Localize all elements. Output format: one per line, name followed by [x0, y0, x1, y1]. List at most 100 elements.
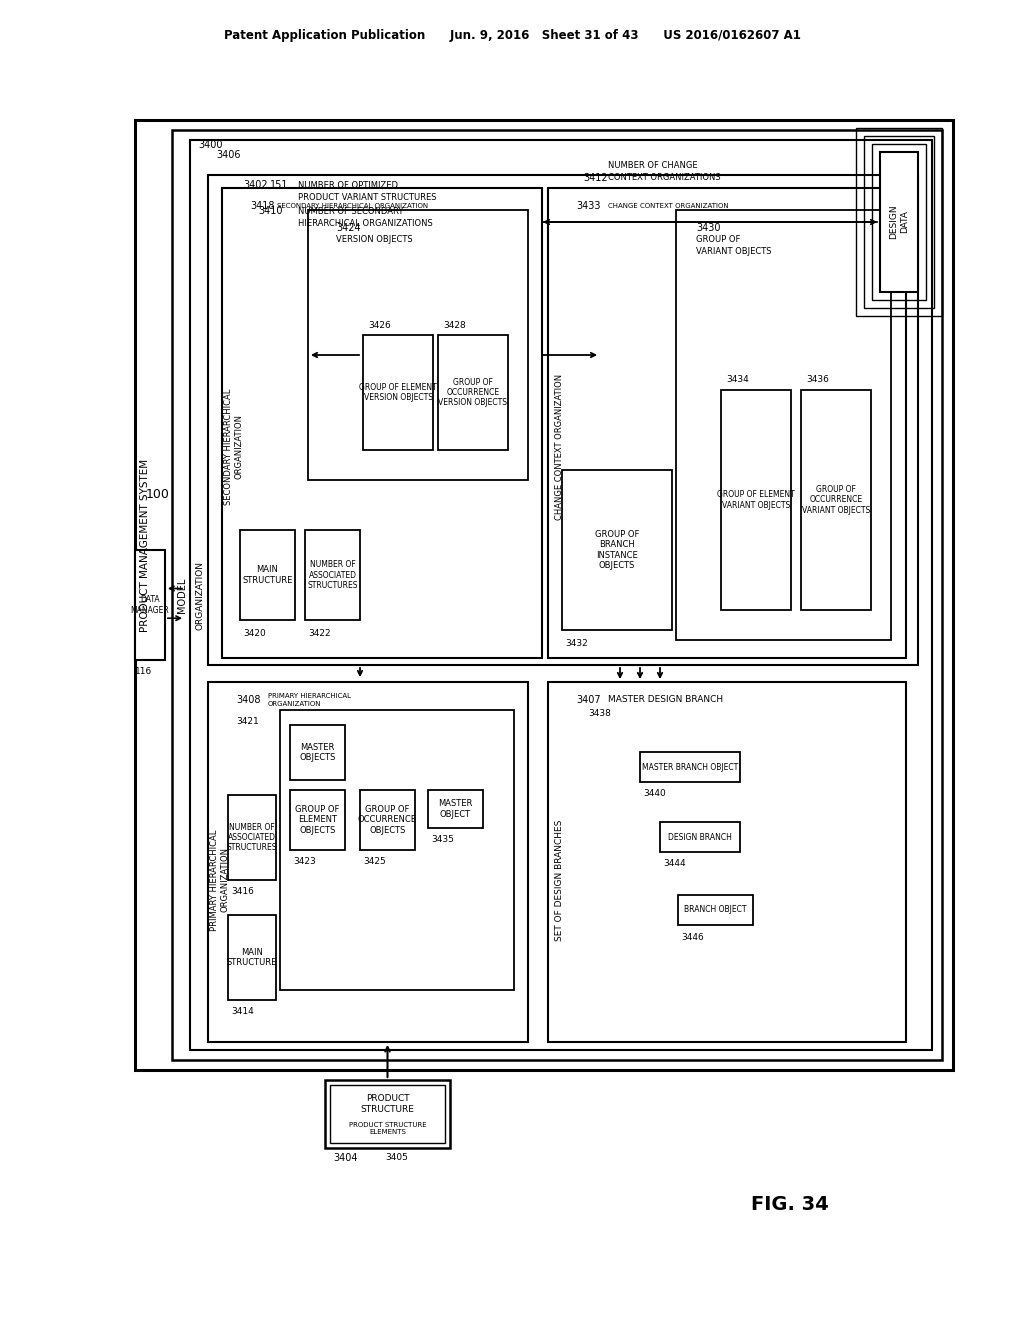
Text: PRODUCT
STRUCTURE: PRODUCT STRUCTURE	[360, 1094, 415, 1114]
Text: 3432: 3432	[565, 639, 588, 648]
Text: GROUP OF: GROUP OF	[696, 235, 740, 244]
Bar	[208, 682, 528, 1041]
Text: 3421: 3421	[236, 718, 259, 726]
Text: DESIGN BRANCH: DESIGN BRANCH	[668, 833, 732, 842]
Bar	[428, 789, 483, 828]
Text: CHANGE CONTEXT ORGANIZATION: CHANGE CONTEXT ORGANIZATION	[608, 203, 729, 209]
Text: MAIN
STRUCTURE: MAIN STRUCTURE	[226, 948, 278, 968]
Text: 3433: 3433	[575, 201, 600, 211]
Text: 3406: 3406	[216, 150, 241, 160]
Text: MASTER DESIGN BRANCH: MASTER DESIGN BRANCH	[608, 696, 723, 705]
Text: 3444: 3444	[663, 859, 686, 869]
Text: 3428: 3428	[443, 321, 466, 330]
Bar	[135, 550, 165, 660]
Bar	[308, 210, 528, 480]
Text: PRODUCT MANAGEMENT SYSTEM: PRODUCT MANAGEMENT SYSTEM	[140, 458, 150, 631]
Text: 3402: 3402	[243, 180, 267, 190]
Text: 100: 100	[146, 488, 170, 502]
Text: 3425: 3425	[362, 858, 386, 866]
Text: MASTER BRANCH OBJECT: MASTER BRANCH OBJECT	[642, 763, 738, 771]
Bar	[190, 140, 932, 1049]
Bar	[678, 895, 753, 925]
Text: PRIMARY HIERARCHICAL
ORGANIZATION: PRIMARY HIERARCHICAL ORGANIZATION	[268, 693, 351, 706]
Bar	[856, 128, 942, 315]
Text: SECONDARY HIERARCHICAL
ORGANIZATION: SECONDARY HIERARCHICAL ORGANIZATION	[224, 388, 244, 504]
Text: SET OF DESIGN BRANCHES: SET OF DESIGN BRANCHES	[555, 820, 564, 941]
Bar	[548, 187, 906, 657]
Bar	[360, 789, 415, 850]
Text: 3435: 3435	[431, 836, 454, 845]
Text: NUMBER OF OPTIMIZED: NUMBER OF OPTIMIZED	[298, 181, 398, 190]
Bar	[280, 710, 514, 990]
Text: MASTER
OBJECT: MASTER OBJECT	[438, 800, 473, 818]
Text: MODEL: MODEL	[177, 577, 187, 612]
Bar	[330, 1085, 445, 1143]
Text: NUMBER OF
ASSOCIATED
STRUCTURES: NUMBER OF ASSOCIATED STRUCTURES	[307, 560, 357, 590]
Text: 3422: 3422	[308, 628, 331, 638]
Text: BRANCH OBJECT: BRANCH OBJECT	[684, 906, 746, 915]
Text: 3418: 3418	[250, 201, 274, 211]
Text: HIERARCHICAL ORGANIZATIONS: HIERARCHICAL ORGANIZATIONS	[298, 219, 433, 227]
Text: CHANGE CONTEXT ORGANIZATION: CHANGE CONTEXT ORGANIZATION	[555, 374, 564, 520]
Bar	[676, 210, 891, 640]
Text: NUMBER OF
ASSOCIATED
STRUCTURES: NUMBER OF ASSOCIATED STRUCTURES	[226, 822, 278, 853]
Text: 3440: 3440	[643, 789, 666, 799]
Text: 3430: 3430	[696, 223, 721, 234]
Text: VERSION OBJECTS: VERSION OBJECTS	[336, 235, 413, 244]
Bar	[640, 752, 740, 781]
Text: 116: 116	[135, 668, 153, 676]
Bar	[222, 187, 542, 657]
Bar	[325, 1080, 450, 1148]
Bar	[208, 176, 918, 665]
Text: Patent Application Publication      Jun. 9, 2016   Sheet 31 of 43      US 2016/0: Patent Application Publication Jun. 9, 2…	[223, 29, 801, 41]
Text: SECONDARY HIERARCHICAL ORGANIZATION: SECONDARY HIERARCHICAL ORGANIZATION	[278, 203, 428, 209]
Text: CONTEXT ORGANIZATIONS: CONTEXT ORGANIZATIONS	[608, 173, 721, 182]
Text: DESIGN
DATA: DESIGN DATA	[889, 205, 908, 239]
Text: 3426: 3426	[368, 321, 391, 330]
Bar	[801, 389, 871, 610]
Bar	[228, 795, 276, 880]
Text: 3446: 3446	[681, 932, 703, 941]
Text: NUMBER OF SECONDARY: NUMBER OF SECONDARY	[298, 206, 403, 215]
Bar	[548, 682, 906, 1041]
Bar	[880, 152, 918, 292]
Bar	[172, 129, 942, 1060]
Text: ORGANIZATION: ORGANIZATION	[196, 561, 205, 630]
Text: 3420: 3420	[243, 628, 266, 638]
Bar	[864, 136, 934, 308]
Bar	[305, 531, 360, 620]
Text: GROUP OF
OCCURRENCE
OBJECTS: GROUP OF OCCURRENCE OBJECTS	[358, 805, 417, 836]
Text: GROUP OF
ELEMENT
OBJECTS: GROUP OF ELEMENT OBJECTS	[295, 805, 340, 836]
Text: 3438: 3438	[588, 710, 611, 718]
Text: FIG. 34: FIG. 34	[752, 1196, 828, 1214]
Text: GROUP OF
OCCURRENCE
VERSION OBJECTS: GROUP OF OCCURRENCE VERSION OBJECTS	[438, 378, 508, 408]
Bar	[362, 335, 433, 450]
Bar	[562, 470, 672, 630]
Text: GROUP OF
OCCURRENCE
VARIANT OBJECTS: GROUP OF OCCURRENCE VARIANT OBJECTS	[802, 486, 870, 515]
Bar	[290, 725, 345, 780]
Text: MASTER
OBJECTS: MASTER OBJECTS	[299, 743, 336, 762]
Text: GROUP OF ELEMENT
VARIANT OBJECTS: GROUP OF ELEMENT VARIANT OBJECTS	[717, 490, 795, 510]
Bar	[721, 389, 791, 610]
Bar	[135, 120, 953, 1071]
Text: 3410: 3410	[258, 206, 283, 216]
Bar	[438, 335, 508, 450]
Text: VARIANT OBJECTS: VARIANT OBJECTS	[696, 248, 771, 256]
Bar	[660, 822, 740, 851]
Text: 3424: 3424	[336, 223, 360, 234]
Text: DATA
MANAGER: DATA MANAGER	[131, 595, 169, 615]
Text: 3416: 3416	[231, 887, 254, 896]
Text: MAIN
STRUCTURE: MAIN STRUCTURE	[243, 565, 293, 585]
Text: 3414: 3414	[231, 1007, 254, 1016]
Text: NUMBER OF CHANGE: NUMBER OF CHANGE	[608, 161, 697, 170]
Text: 3408: 3408	[236, 696, 260, 705]
Bar	[290, 789, 345, 850]
Bar	[228, 915, 276, 1001]
Text: 151: 151	[270, 180, 289, 190]
Text: PRIMARY HIERARCHICAL
ORGANIZATION: PRIMARY HIERARCHICAL ORGANIZATION	[210, 829, 229, 931]
Text: 3423: 3423	[293, 858, 315, 866]
Text: 3412: 3412	[583, 173, 607, 183]
Text: 3404: 3404	[333, 1152, 357, 1163]
Text: GROUP OF
BRANCH
INSTANCE
OBJECTS: GROUP OF BRANCH INSTANCE OBJECTS	[595, 529, 639, 570]
Bar	[872, 144, 926, 300]
